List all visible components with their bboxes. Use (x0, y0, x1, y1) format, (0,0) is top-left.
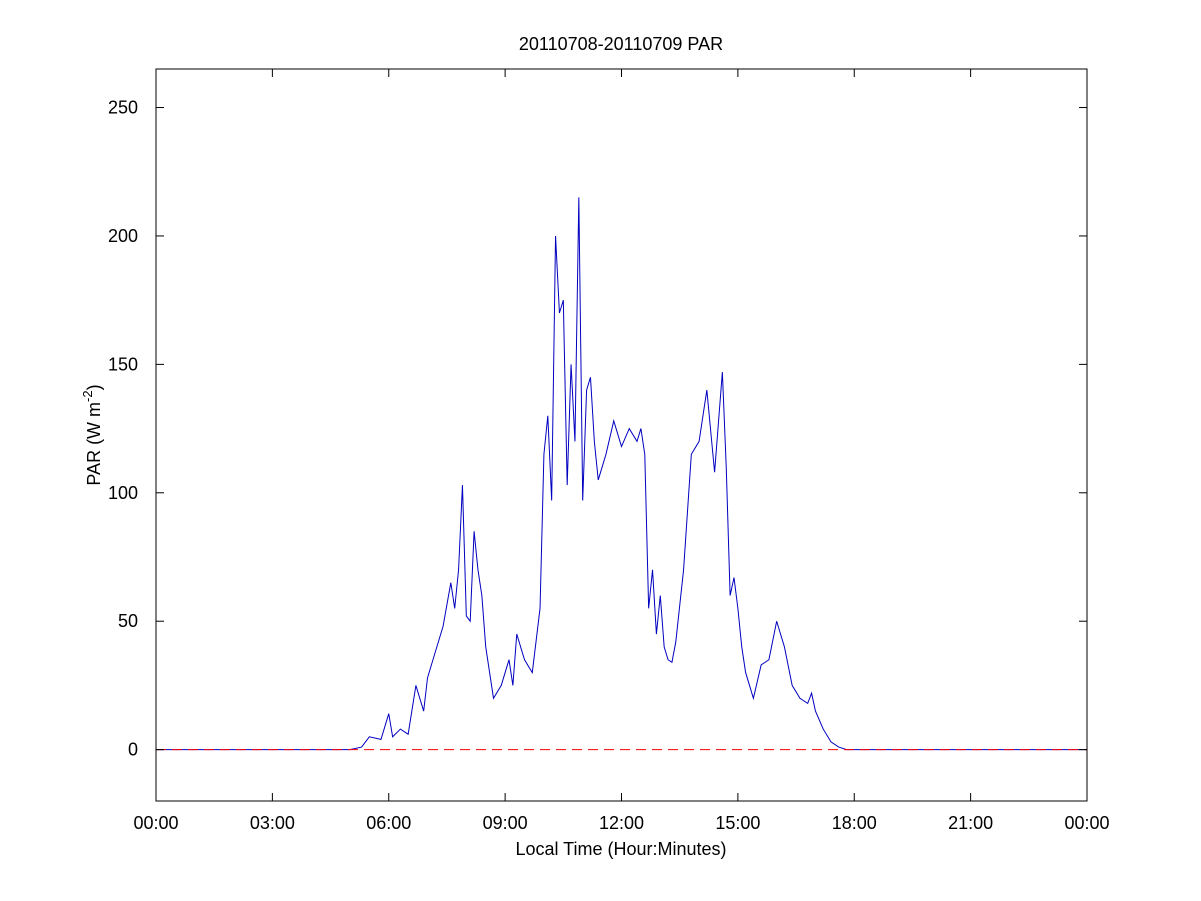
y-axis-label-main: PAR (W m (84, 402, 104, 486)
series-group (156, 197, 1087, 751)
y-tick-label: 250 (108, 98, 138, 118)
y-tick-label: 200 (108, 226, 138, 246)
x-tick-label: 06:00 (366, 813, 411, 833)
par-series-line (156, 197, 1087, 751)
y-axis-label: PAR (W m-2) (80, 384, 104, 485)
y-axis: 0 50 100 150 200 250 (108, 98, 1087, 760)
chart-title: 20110708-20110709 PAR (519, 34, 723, 54)
x-tick-label: 00:00 (133, 813, 178, 833)
x-tick-label: 09:00 (483, 813, 528, 833)
y-tick-label: 50 (118, 611, 138, 631)
x-tick-label: 00:00 (1064, 813, 1109, 833)
y-axis-label-close: ) (84, 384, 104, 390)
y-tick-label: 100 (108, 483, 138, 503)
x-tick-label: 03:00 (250, 813, 295, 833)
y-axis-label-sup: -2 (80, 390, 95, 402)
x-tick-label: 18:00 (832, 813, 877, 833)
x-tick-label: 15:00 (715, 813, 760, 833)
x-axis-label: Local Time (Hour:Minutes) (515, 839, 726, 859)
x-axis: 00:00 03:00 06:00 09:00 12:00 15:00 18:00 21:00… (133, 69, 1110, 833)
x-tick-label: 12:00 (599, 813, 644, 833)
plot-background (156, 69, 1087, 801)
x-tick-label: 21:00 (948, 813, 993, 833)
y-tick-label: 0 (128, 740, 138, 760)
y-tick-label: 150 (108, 354, 138, 374)
